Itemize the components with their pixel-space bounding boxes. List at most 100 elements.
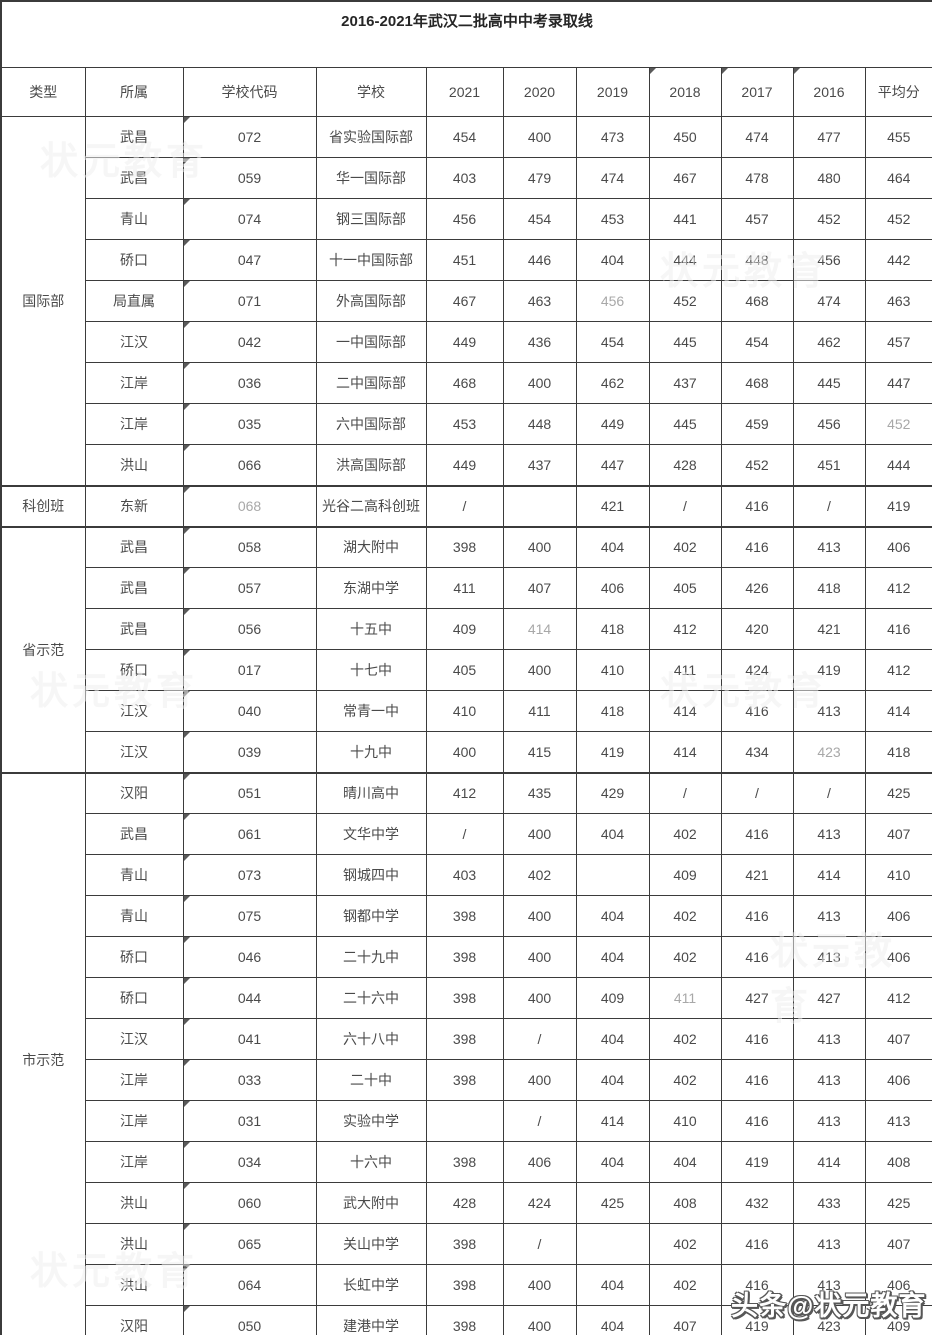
school-name-cell: 十一中国际部	[315, 239, 427, 281]
score-cell: 416	[864, 608, 932, 650]
score-cell: 404	[575, 1264, 650, 1306]
score-cell: 467	[425, 280, 504, 322]
score-cell: /	[502, 1018, 577, 1060]
score-cell: 416	[720, 936, 794, 978]
school-code-cell: 042	[182, 321, 317, 363]
district-cell: 武昌	[84, 157, 184, 199]
column-header-8: 2018	[648, 67, 722, 117]
score-cell: 414	[502, 608, 577, 650]
score-cell: 400	[502, 525, 577, 568]
score-cell: 433	[792, 1182, 866, 1224]
district-cell: 武昌	[84, 116, 184, 158]
score-cell: /	[648, 771, 722, 814]
score-cell: 437	[648, 362, 722, 404]
score-cell: 402	[648, 936, 722, 978]
score-cell: 436	[502, 321, 577, 363]
score-cell: /	[792, 484, 866, 527]
score-cell: /	[720, 771, 794, 814]
school-code-cell: 075	[182, 895, 317, 937]
school-name-cell: 洪高国际部	[315, 444, 427, 486]
score-cell: 474	[720, 116, 794, 158]
score-cell: 400	[502, 1305, 577, 1335]
score-cell: 404	[648, 1141, 722, 1183]
score-cell: 414	[792, 1141, 866, 1183]
score-cell: 419	[792, 649, 866, 691]
score-cell: 453	[425, 403, 504, 445]
score-cell: 468	[720, 280, 794, 322]
score-cell: 451	[425, 239, 504, 281]
score-cell: 429	[575, 771, 650, 814]
district-cell: 东新	[84, 484, 184, 527]
score-cell: 413	[792, 1018, 866, 1060]
score-cell: 413	[792, 1264, 866, 1306]
school-code-cell: 040	[182, 690, 317, 732]
score-cell: 427	[720, 977, 794, 1019]
table-row: 青山 073 钢城四中 403 402 409 421 414 410	[1, 854, 932, 896]
score-cell: 413	[792, 1059, 866, 1101]
score-cell: 463	[502, 280, 577, 322]
school-code-cell: 017	[182, 649, 317, 691]
score-cell: 416	[720, 1264, 794, 1306]
school-name-cell: 十九中	[315, 731, 427, 773]
score-cell: 406	[864, 1264, 932, 1306]
score-cell: 448	[502, 403, 577, 445]
score-cell: 400	[502, 1059, 577, 1101]
score-cell: 478	[720, 157, 794, 199]
score-cell: 407	[864, 1018, 932, 1060]
column-header-11: 平均分	[864, 67, 932, 117]
district-cell: 青山	[84, 895, 184, 937]
score-cell: 398	[425, 936, 504, 978]
score-cell: 421	[792, 608, 866, 650]
score-cell: /	[502, 1223, 577, 1265]
table-row: 江岸 035 六中国际部 453 448 449 445 459 456 452	[1, 403, 932, 445]
school-code-cell: 035	[182, 403, 317, 445]
score-cell: 459	[720, 403, 794, 445]
score-cell: 409	[425, 608, 504, 650]
score-cell: 454	[425, 116, 504, 158]
score-cell: 456	[425, 198, 504, 240]
district-cell: 江岸	[84, 1100, 184, 1142]
score-cell: 421	[720, 854, 794, 896]
score-cell: 445	[792, 362, 866, 404]
score-cell: 407	[864, 813, 932, 855]
score-cell: 444	[864, 444, 932, 486]
section-label: 国际部	[0, 116, 86, 486]
score-cell: 400	[502, 1264, 577, 1306]
district-cell: 江汉	[84, 731, 184, 773]
score-cell: 453	[575, 198, 650, 240]
score-cell: 398	[425, 1264, 504, 1306]
school-code-cell: 041	[182, 1018, 317, 1060]
score-cell: 402	[648, 1264, 722, 1306]
school-code-cell: 057	[182, 567, 317, 609]
district-cell: 洪山	[84, 444, 184, 486]
score-cell: 409	[864, 1305, 932, 1335]
column-header-2: 所属	[84, 67, 184, 117]
score-cell: 462	[792, 321, 866, 363]
score-cell: 416	[720, 895, 794, 937]
column-header-9: 2017	[720, 67, 794, 117]
score-cell: 446	[502, 239, 577, 281]
score-cell: 413	[864, 1100, 932, 1142]
table-row: 洪山 065 关山中学 398/ 402 416 413 407	[1, 1223, 932, 1265]
score-cell: 406	[864, 936, 932, 978]
score-cell: 402	[648, 895, 722, 937]
school-name-cell: 实验中学	[315, 1100, 427, 1142]
school-name-cell: 晴川高中	[315, 771, 427, 814]
score-cell: 409	[575, 977, 650, 1019]
score-cell: 456	[575, 280, 650, 322]
table-row: 洪山 060 武大附中 428 424 425 408 432 433 425	[1, 1182, 932, 1224]
score-cell: 468	[720, 362, 794, 404]
score-cell: 452	[792, 198, 866, 240]
table-row: 汉阳 050 建港中学 398 400 404 407 419 423 409	[1, 1305, 932, 1335]
school-name-cell: 外高国际部	[315, 280, 427, 322]
district-cell: 硚口	[84, 649, 184, 691]
score-cell: 414	[575, 1100, 650, 1142]
table-row: 江汉 040 常青一中 410 411 418 414 416 413 414	[1, 690, 932, 732]
school-name-cell: 关山中学	[315, 1223, 427, 1265]
score-cell: 428	[648, 444, 722, 486]
score-cell: 404	[575, 936, 650, 978]
district-cell: 江岸	[84, 1059, 184, 1101]
score-cell: 428	[425, 1182, 504, 1224]
score-cell: /	[425, 813, 504, 855]
score-cell: 407	[648, 1305, 722, 1335]
